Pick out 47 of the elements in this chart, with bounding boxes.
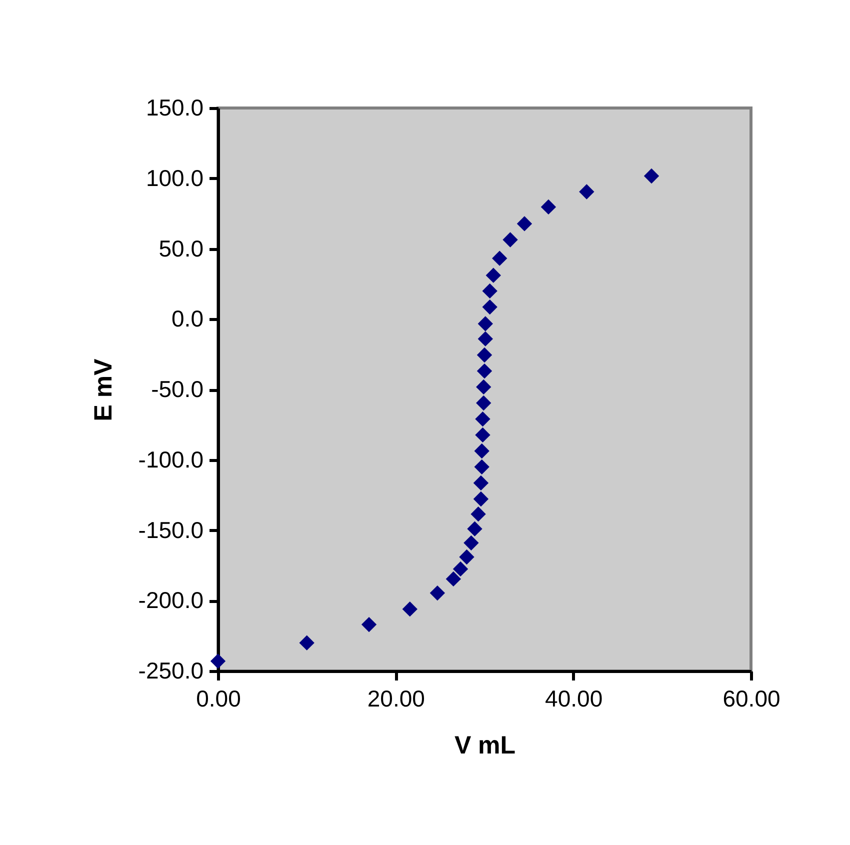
point xyxy=(478,316,493,332)
y-axis-title: E mV xyxy=(89,358,118,422)
y-tick-label: -50.0 xyxy=(151,376,204,402)
x-tick-label: 40.00 xyxy=(545,686,603,712)
y-tick-label: -150.0 xyxy=(138,516,204,543)
point xyxy=(476,379,492,395)
x-tick-label: 0.00 xyxy=(196,686,241,712)
point xyxy=(361,616,377,632)
y-tick-label: -100.0 xyxy=(138,446,204,472)
point xyxy=(473,475,489,491)
point xyxy=(459,549,474,565)
point xyxy=(478,331,493,346)
point xyxy=(299,635,314,650)
point xyxy=(644,168,660,184)
x-tick-label: 20.00 xyxy=(367,686,425,712)
point xyxy=(474,443,490,459)
point xyxy=(482,283,498,299)
y-tick-label: -200.0 xyxy=(138,587,204,614)
point xyxy=(492,250,508,266)
point xyxy=(516,216,532,232)
point xyxy=(540,199,556,215)
point xyxy=(476,347,492,363)
point xyxy=(210,654,226,669)
y-tick-label: 150.0 xyxy=(146,94,204,120)
point xyxy=(470,506,486,522)
point xyxy=(402,601,418,617)
point xyxy=(579,184,594,200)
point xyxy=(502,232,518,248)
y-tick-label: 100.0 xyxy=(146,164,204,191)
point xyxy=(486,268,501,283)
point xyxy=(464,535,479,550)
y-tick-label: 0.0 xyxy=(172,306,204,332)
point xyxy=(467,521,482,536)
y-tick-label: -250.0 xyxy=(138,658,204,684)
point xyxy=(476,363,492,379)
y-tick-label: 50.0 xyxy=(158,235,204,262)
point xyxy=(452,561,468,577)
point xyxy=(476,395,492,411)
point xyxy=(482,299,498,315)
point xyxy=(474,459,490,474)
x-axis-title: V mL xyxy=(454,732,516,760)
point xyxy=(446,571,461,587)
point xyxy=(473,491,489,507)
point xyxy=(475,411,490,427)
x-tick-label: 60.00 xyxy=(722,686,780,712)
point xyxy=(475,427,490,443)
point xyxy=(430,585,445,601)
